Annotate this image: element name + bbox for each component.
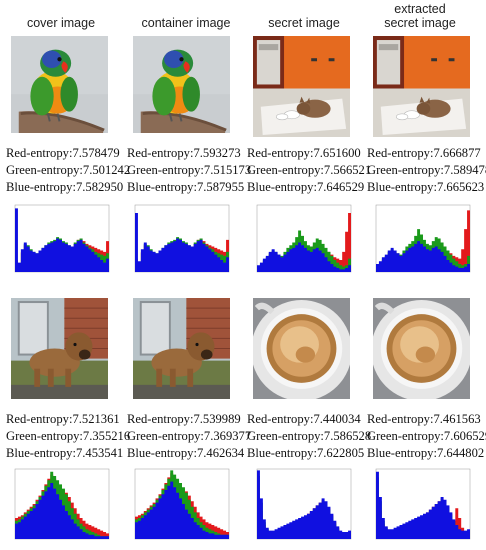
entropy-row2-cover: Red-entropy:7.521361 Green-entropy:7.355… [6, 412, 131, 460]
secret-image-kitten [253, 36, 350, 137]
cover-image-parrot [11, 36, 108, 133]
histogram-svg [14, 468, 110, 540]
blue-histogram-series [135, 213, 229, 272]
entropy-row1-cover: Red-entropy:7.578479 Green-entropy:7.501… [6, 146, 131, 194]
histogram-svg [375, 204, 471, 273]
extracted-image-kitten [373, 36, 470, 137]
entropy-row1-container: Red-entropy:7.593273 Green-entropy:7.515… [127, 146, 252, 194]
container-image-parrot [133, 36, 230, 133]
histogram-row2-container [131, 467, 231, 545]
column-title-extracted: extracted secret image [384, 2, 456, 30]
histogram-row1-extracted [372, 203, 472, 278]
histogram-row1-secret [253, 203, 353, 278]
histogram-svg [14, 204, 110, 273]
entropy-row1-secret: Red-entropy:7.651600 Green-entropy:7.566… [247, 146, 372, 194]
histogram-row1-container [131, 203, 231, 278]
column-title-cover: cover image [26, 16, 96, 30]
column-title-container: container image [141, 16, 231, 30]
entropy-row2-secret: Red-entropy:7.440034 Green-entropy:7.586… [247, 412, 372, 460]
histogram-row2-cover [11, 467, 111, 545]
blue-histogram-series [257, 470, 351, 539]
entropy-row2-extracted: Red-entropy:7.461563 Green-entropy:7.606… [367, 412, 486, 460]
histogram-svg [134, 204, 230, 273]
histogram-row2-secret [253, 467, 353, 545]
blue-histogram-series [376, 471, 470, 539]
blue-histogram-series [257, 242, 351, 272]
histogram-svg [256, 204, 352, 273]
histogram-row1-cover [11, 203, 111, 278]
extracted-image-coffee [373, 298, 470, 399]
column-title-secret: secret image [268, 16, 340, 30]
blue-histogram-series [135, 481, 229, 539]
entropy-row1-extracted: Red-entropy:7.666877 Green-entropy:7.589… [367, 146, 486, 194]
histogram-svg [375, 468, 471, 540]
histogram-row2-extracted [372, 467, 472, 545]
blue-histogram-series [15, 208, 109, 272]
cover-image-puppy [11, 298, 108, 399]
blue-histogram-series [15, 483, 109, 539]
blue-histogram-series [376, 241, 470, 272]
container-image-puppy [133, 298, 230, 399]
entropy-row2-container: Red-entropy:7.539989 Green-entropy:7.369… [127, 412, 252, 460]
histogram-svg [134, 468, 230, 540]
secret-image-coffee [253, 298, 350, 399]
histogram-svg [256, 468, 352, 540]
